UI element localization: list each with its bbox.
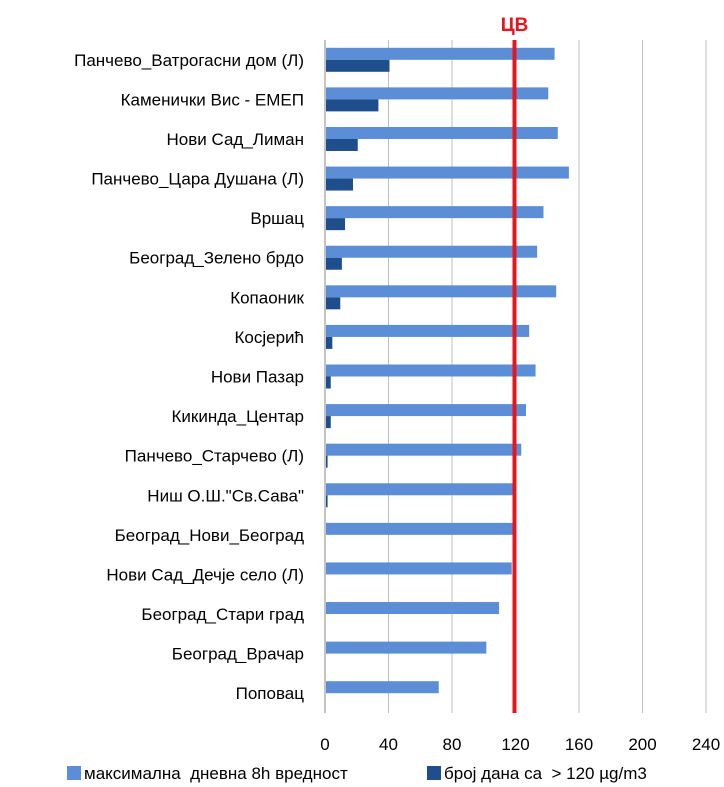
category-label: Нови Сад_Дечје село (Л) (106, 565, 304, 584)
legend-swatch-max-8h (67, 766, 81, 780)
bar-max-8h-13 (326, 562, 512, 575)
bar-max-8h-5 (326, 245, 538, 258)
bar-max-8h-12 (326, 522, 514, 535)
bar-days-over-0 (326, 59, 390, 72)
bar-max-8h-1 (326, 87, 549, 100)
bar-days-over-1 (326, 99, 379, 112)
limit-label: ЦВ (501, 15, 529, 36)
bar-max-8h-7 (326, 324, 530, 337)
category-label: Панчево_Старчево (Л) (125, 447, 304, 466)
bar-max-8h-2 (326, 126, 558, 139)
bar-max-8h-6 (326, 285, 557, 298)
bar-days-over-10 (326, 455, 328, 468)
bar-days-over-2 (326, 138, 358, 151)
legend-label-days-over: број дана са > 120 µg/m3 (444, 764, 647, 783)
bar-max-8h-3 (326, 166, 569, 179)
bar-days-over-3 (326, 178, 353, 191)
bar-max-8h-11 (326, 483, 514, 496)
bar-days-over-9 (326, 416, 331, 429)
category-label: Нови Сад_Лиман (167, 130, 304, 149)
bars (326, 47, 569, 694)
category-label: Каменички Вис - ЕМЕП (121, 90, 304, 109)
category-label: Кикинда_Центар (172, 407, 304, 426)
limit-line-group: ЦВ (501, 15, 529, 713)
category-label: Панчево_Цара Душана (Л) (91, 170, 304, 189)
x-tick-label-200: 200 (628, 735, 656, 754)
bar-max-8h-0 (326, 47, 555, 60)
category-label: Београд_Зелено брдо (129, 249, 304, 268)
category-label: Копаоник (230, 288, 304, 307)
bar-max-8h-14 (326, 602, 500, 615)
bar-days-over-5 (326, 257, 342, 270)
category-label: Косјерић (235, 328, 305, 347)
x-tick-label-240: 240 (692, 735, 720, 754)
x-tick-label-80: 80 (443, 735, 462, 754)
x-tick-label-0: 0 (320, 735, 329, 754)
bar-days-over-11 (326, 495, 328, 508)
bar-max-8h-16 (326, 681, 439, 694)
category-labels: Панчево_Ватрогасни дом (Л) Каменички Вис … (74, 51, 304, 703)
x-tick-label-160: 160 (565, 735, 593, 754)
category-label: Београд_Стари град (141, 605, 304, 624)
x-tick-label-120: 120 (501, 735, 529, 754)
legend-label-max-8h: максимална дневна 8h вредност (84, 764, 348, 783)
category-label: Београд_Врачар (172, 645, 304, 664)
category-label: Поповац (236, 684, 305, 703)
bar-max-8h-4 (326, 206, 544, 219)
bar-max-8h-10 (326, 443, 522, 456)
bar-max-8h-15 (326, 641, 487, 654)
bar-days-over-4 (326, 218, 346, 231)
bar-max-8h-8 (326, 364, 536, 377)
x-tick-labels: 0 40 80 120 160 200 240 (320, 735, 720, 754)
category-label: Панчево_Ватрогасни дом (Л) (74, 51, 304, 70)
legend: максимална дневна 8h вредност број дана … (67, 764, 647, 783)
category-label: Београд_Нови_Београд (115, 526, 304, 545)
bar-days-over-7 (326, 336, 333, 349)
x-tick-label-40: 40 (379, 735, 398, 754)
legend-swatch-days-over (427, 766, 441, 780)
bar-max-8h-9 (326, 404, 527, 417)
category-label: Вршац (250, 209, 304, 228)
bar-days-over-6 (326, 297, 341, 310)
category-label: Ниш О.Ш."Св.Сава" (147, 486, 304, 505)
bar-days-over-8 (326, 376, 331, 389)
category-label: Нови Пазар (211, 368, 304, 387)
